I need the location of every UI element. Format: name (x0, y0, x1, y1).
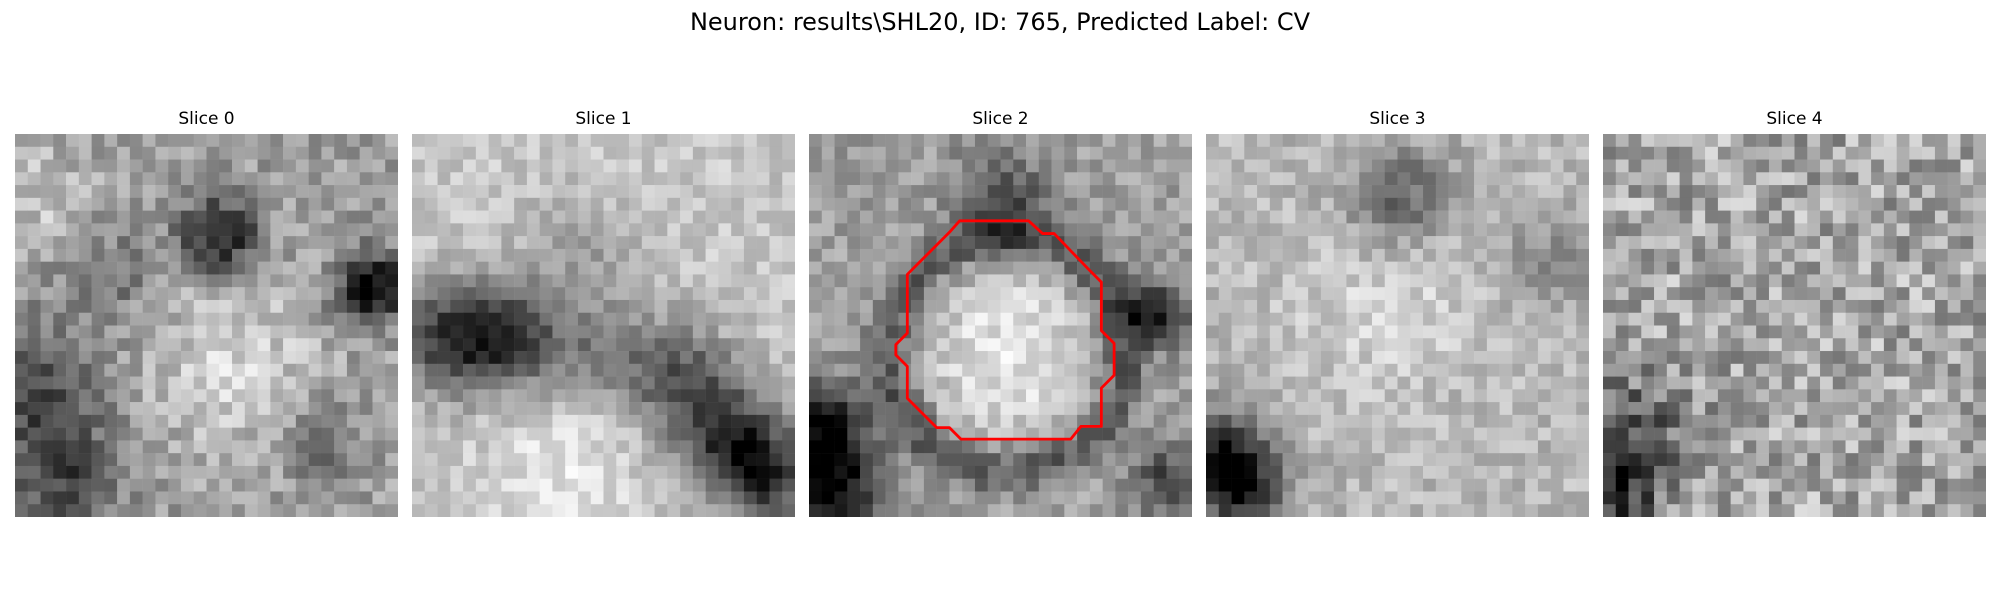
slice-panel-3: Slice 3 (1206, 108, 1589, 517)
slice-title: Slice 3 (1369, 109, 1426, 129)
slice-title: Slice 0 (178, 109, 235, 129)
slice-title: Slice 2 (972, 109, 1029, 129)
slice-panel-1: Slice 1 (412, 108, 795, 517)
slice-image (1206, 134, 1589, 517)
slice-panel-2: Slice 2 (809, 108, 1192, 517)
slice-panel-4: Slice 4 (1603, 108, 1986, 517)
figure-title: Neuron: results\SHL20, ID: 765, Predicte… (689, 8, 1311, 36)
slice-title: Slice 4 (1766, 109, 1823, 129)
slice-panel-0: Slice 0 (15, 108, 398, 517)
slice-image (1603, 134, 1986, 517)
slice-image (15, 134, 398, 517)
slice-title: Slice 1 (575, 109, 632, 129)
cell-contour (894, 219, 1116, 441)
slice-image (412, 134, 795, 517)
slice-image (809, 134, 1192, 517)
